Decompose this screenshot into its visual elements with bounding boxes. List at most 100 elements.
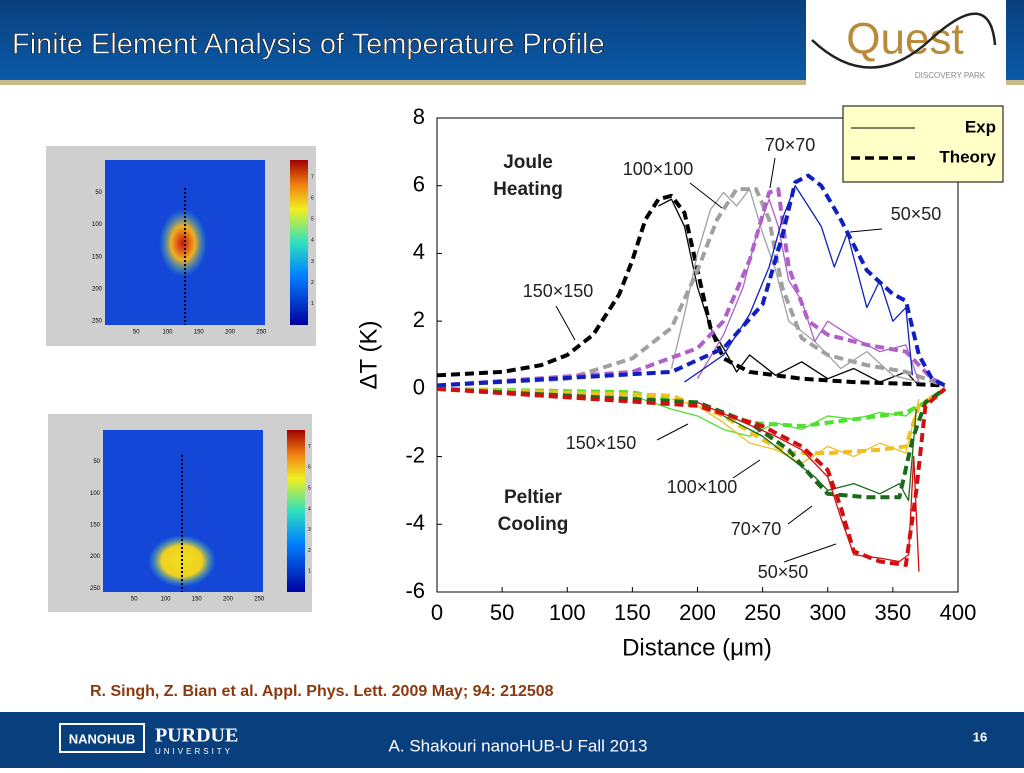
series-line bbox=[697, 401, 920, 572]
heatmap-x-tick: 200 bbox=[225, 330, 236, 336]
size-label: 50×50 bbox=[758, 562, 809, 582]
region-label: Heating bbox=[493, 179, 563, 200]
series-line bbox=[436, 386, 947, 567]
series-line bbox=[723, 409, 917, 502]
nanohub-logo: NANOHUB bbox=[69, 731, 135, 746]
legend-label: Theory bbox=[939, 147, 996, 166]
legend-label: Exp bbox=[965, 117, 996, 136]
heatmap-spot bbox=[159, 209, 207, 277]
header-rule bbox=[0, 80, 1024, 85]
y-tick-label: -4 bbox=[405, 510, 425, 535]
heatmap-y-tick: 250 bbox=[90, 586, 101, 592]
x-tick-label: 350 bbox=[875, 600, 912, 625]
chart: Distance (μm) ΔT (K) 0 50 100 150 200 250 300 3… bbox=[355, 104, 1004, 661]
legend-box bbox=[842, 105, 1004, 183]
size-label: 70×70 bbox=[765, 135, 816, 155]
size-label: 100×100 bbox=[667, 477, 738, 497]
y-axis-label: ΔT (K) bbox=[355, 321, 382, 390]
x-tick-label: 400 bbox=[940, 600, 977, 625]
annotation-arrow bbox=[769, 157, 776, 189]
region-label: Peltier bbox=[504, 487, 563, 508]
colorbar-tick: 4 bbox=[308, 506, 311, 512]
y-tick-label: -6 bbox=[405, 578, 425, 603]
heatmap-x-tick: 200 bbox=[223, 597, 234, 603]
colorbar bbox=[287, 430, 305, 592]
heatmap-y-tick: 200 bbox=[90, 554, 101, 560]
colorbar-tick: 6 bbox=[311, 195, 314, 201]
citation: R. Singh, Z. Bian et al. Appl. Phys. Let… bbox=[90, 683, 554, 700]
annotation-arrow bbox=[656, 423, 689, 441]
size-label: 70×70 bbox=[731, 519, 782, 539]
y-tick-label: -2 bbox=[405, 442, 425, 467]
region-label: Cooling bbox=[498, 514, 569, 535]
colorbar bbox=[290, 160, 308, 325]
heatmap-x-tick: 250 bbox=[256, 330, 267, 336]
region-label: Joule bbox=[503, 152, 553, 173]
series-line bbox=[436, 187, 946, 388]
y-tick-label: 0 bbox=[413, 375, 425, 400]
x-tick-label: 250 bbox=[744, 600, 781, 625]
colorbar-tick: 6 bbox=[308, 465, 311, 471]
heatmap-y-tick: 50 bbox=[93, 459, 100, 465]
logo-swoosh bbox=[811, 12, 997, 69]
heatmap-y-tick: 150 bbox=[90, 523, 101, 529]
x-tick-label: 0 bbox=[431, 600, 443, 625]
heatmap-x-tick: 50 bbox=[131, 597, 138, 603]
heatmap-x-tick: 50 bbox=[133, 330, 140, 336]
annotation-arrow bbox=[689, 182, 723, 209]
y-tick-label: 8 bbox=[413, 104, 425, 129]
purdue-logo-sub: UNIVERSITY bbox=[155, 747, 233, 756]
series-line bbox=[436, 187, 946, 388]
colorbar-tick: 1 bbox=[311, 301, 314, 307]
x-axis-label: Distance (μm) bbox=[622, 634, 772, 661]
heatmap-x-tick: 100 bbox=[162, 330, 173, 336]
y-tick-label: 4 bbox=[413, 239, 425, 264]
colorbar-tick: 4 bbox=[311, 238, 314, 244]
colorbar-tick: 2 bbox=[308, 548, 311, 554]
colorbar-tick: 3 bbox=[308, 527, 311, 533]
heatmap-y-tick: 100 bbox=[90, 491, 101, 497]
series-line bbox=[658, 198, 920, 386]
annotation-arrow bbox=[732, 459, 761, 479]
heatmap-y-tick: 200 bbox=[92, 286, 103, 292]
colorbar-tick: 2 bbox=[311, 280, 314, 286]
y-tick-label: 6 bbox=[413, 172, 425, 197]
annotation-arrow bbox=[555, 305, 576, 341]
x-tick-label: 300 bbox=[809, 600, 846, 625]
size-label: 50×50 bbox=[891, 204, 942, 224]
heatmap-x-tick: 150 bbox=[194, 330, 205, 336]
slide-title: Finite Element Analysis of Temperature P… bbox=[12, 29, 605, 61]
heatmap-x-tick: 150 bbox=[192, 597, 203, 603]
colorbar-tick: 1 bbox=[308, 569, 311, 575]
purdue-logo: PURDUE bbox=[155, 725, 238, 747]
annotation-arrow bbox=[787, 505, 813, 525]
heatmap-y-tick: 150 bbox=[92, 254, 103, 260]
colorbar-tick: 5 bbox=[308, 485, 311, 491]
annotation-arrow bbox=[849, 228, 883, 233]
series-line bbox=[632, 395, 933, 437]
colorbar-tick: 3 bbox=[311, 259, 314, 265]
x-tick-label: 150 bbox=[614, 600, 651, 625]
colorbar-tick: 7 bbox=[308, 444, 311, 450]
footer-text: A. Shakouri nanoHUB-U Fall 2013 bbox=[389, 736, 648, 755]
size-label: 150×150 bbox=[566, 433, 637, 453]
series-line bbox=[670, 188, 920, 383]
y-tick-label: 2 bbox=[413, 307, 425, 332]
nanohub-logo-box bbox=[59, 723, 145, 753]
colorbar-tick: 5 bbox=[311, 217, 314, 223]
page-number: 16 bbox=[973, 729, 987, 744]
series-line bbox=[684, 185, 914, 383]
size-label: 150×150 bbox=[523, 281, 594, 301]
heatmap-x-tick: 250 bbox=[254, 597, 265, 603]
x-tick-label: 50 bbox=[490, 600, 514, 625]
heatmap-y-tick: 250 bbox=[92, 319, 103, 325]
logo: Quest bbox=[846, 15, 963, 64]
series-line bbox=[696, 198, 920, 383]
logo-subtitle: DISCOVERY PARK bbox=[915, 71, 986, 80]
series-line bbox=[436, 193, 946, 388]
heatmap-y-tick: 50 bbox=[95, 190, 102, 196]
colorbar-tick: 7 bbox=[311, 174, 314, 180]
heatmap-x-tick: 100 bbox=[160, 597, 171, 603]
size-label: 100×100 bbox=[623, 159, 694, 179]
